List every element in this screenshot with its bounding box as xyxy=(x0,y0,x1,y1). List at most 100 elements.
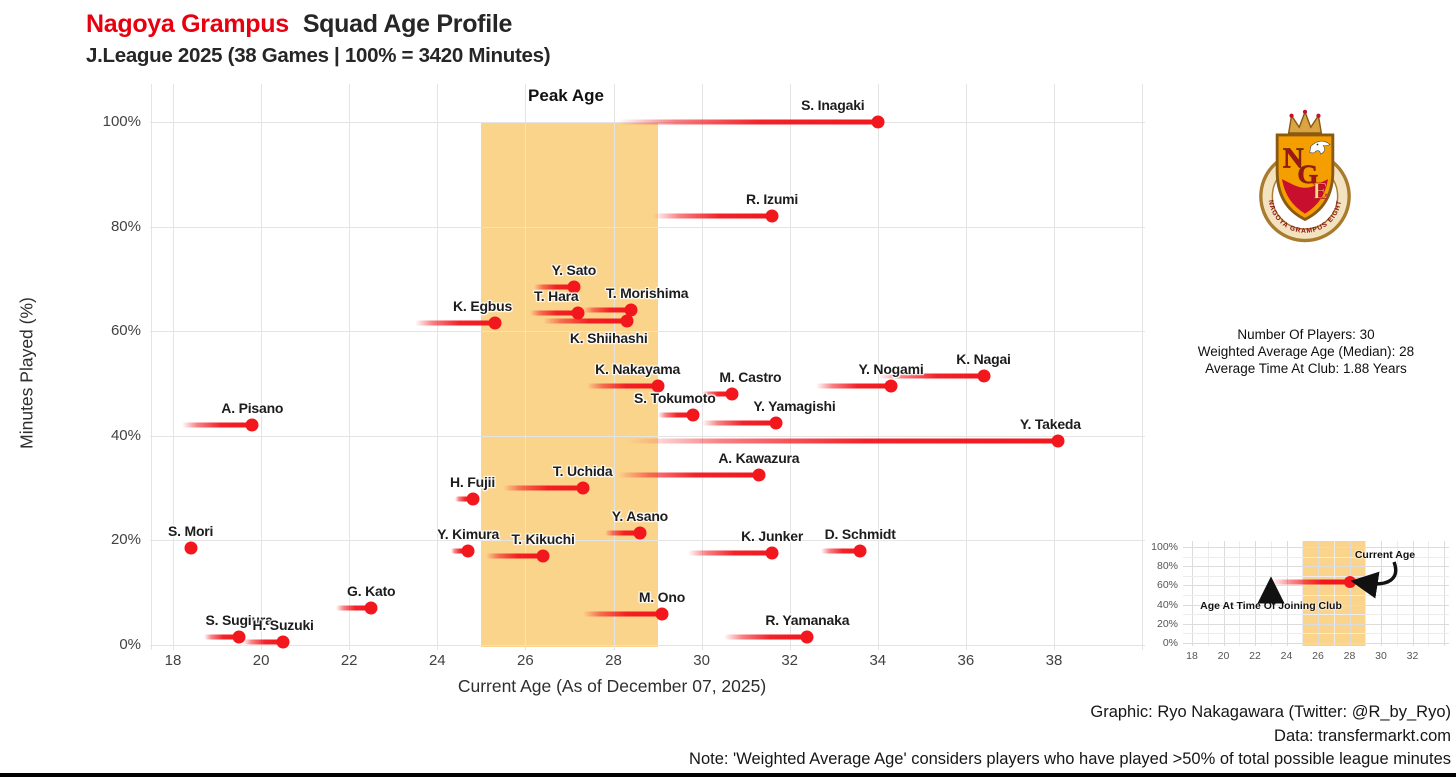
mini-gridline-vertical xyxy=(1333,541,1335,646)
player-tail xyxy=(877,373,984,379)
player-dot xyxy=(184,541,198,555)
player-label: A. Pisano xyxy=(221,400,284,417)
note-line: Note: 'Weighted Average Age' considers p… xyxy=(689,750,1451,768)
player-label: H. Suzuki xyxy=(252,617,314,634)
gridline-vertical xyxy=(1142,84,1144,650)
mini-gridline-vertical xyxy=(1412,541,1414,646)
crest-shield-red xyxy=(1281,179,1329,214)
mini-x-tick-label: 20 xyxy=(1217,650,1230,662)
player-tail xyxy=(820,548,861,554)
mini-y-tick-label: 0% xyxy=(1162,637,1178,649)
mini-example-dot xyxy=(1343,575,1356,588)
mini-gridline-vertical xyxy=(1318,541,1319,646)
player-tail xyxy=(454,496,473,502)
player-dot xyxy=(576,481,590,495)
player-dot xyxy=(633,526,647,540)
crest-orca-icon xyxy=(1309,140,1331,155)
mini-gridline-vertical xyxy=(1192,541,1193,646)
player-dot xyxy=(765,209,779,223)
x-tick-label: 38 xyxy=(1045,652,1063,669)
player-tail xyxy=(688,550,773,556)
mini-x-tick-label: 32 xyxy=(1406,650,1419,662)
player-tail xyxy=(701,391,733,397)
player-label: K. Egbus xyxy=(453,298,513,315)
stat-number-of-players: Number Of Players: 30 xyxy=(1237,327,1375,342)
player-label: S. Tokumoto xyxy=(634,389,716,406)
player-dot xyxy=(466,492,480,506)
player-dot xyxy=(1051,434,1065,448)
player-label: Y. Yamagishi xyxy=(753,397,836,414)
player-tail xyxy=(529,310,579,316)
mini-gridline-vertical xyxy=(1239,541,1241,646)
player-tail xyxy=(485,553,543,559)
player-dot xyxy=(567,280,581,294)
player-label: Y. Sato xyxy=(551,261,597,278)
mini-example-tail xyxy=(1270,579,1350,585)
mini-x-tick-label: 22 xyxy=(1249,650,1261,662)
player-dot xyxy=(871,115,885,129)
player-tail xyxy=(243,639,284,645)
crest-monogram: N G E xyxy=(1283,142,1329,203)
mini-gridline-horizontal xyxy=(1183,595,1449,596)
explainer-current-age-label: Current Age xyxy=(1354,549,1416,561)
gridline-vertical xyxy=(437,84,439,650)
mini-gridline-vertical xyxy=(1286,541,1288,646)
mini-y-tick-label: 80% xyxy=(1156,560,1178,573)
x-tick-label: 30 xyxy=(693,652,710,669)
gridline-vertical xyxy=(701,84,703,650)
svg-text:G: G xyxy=(1297,159,1318,189)
player-dot xyxy=(461,544,475,558)
player-label: Y. Asano xyxy=(611,507,669,524)
mini-gridline-horizontal xyxy=(1183,556,1449,558)
player-dot xyxy=(245,418,259,432)
player-label: S. Inagaki xyxy=(801,97,865,113)
mini-gridline-horizontal xyxy=(1183,604,1449,606)
mini-gridline-vertical xyxy=(1396,541,1398,646)
mini-x-tick-label: 24 xyxy=(1280,650,1293,662)
player-tail xyxy=(657,412,693,418)
player-dot xyxy=(752,468,766,482)
gridline-vertical xyxy=(151,84,152,650)
gridline-horizontal xyxy=(150,645,1145,646)
mini-gridline-horizontal xyxy=(1183,547,1449,548)
player-label: Y. Nogami xyxy=(858,361,924,378)
player-dot xyxy=(725,387,739,401)
y-tick-label: 60% xyxy=(110,322,141,340)
player-tail xyxy=(503,485,583,491)
player-dot xyxy=(686,408,700,422)
credit-line: Graphic: Ryo Nakagawara (Twitter: @R_by_… xyxy=(1090,703,1451,721)
player-dot xyxy=(800,630,814,644)
mini-gridline-horizontal xyxy=(1183,566,1449,568)
player-tail xyxy=(534,284,574,290)
mini-y-tick-label: 100% xyxy=(1151,541,1178,553)
player-label: M. Castro xyxy=(719,368,782,385)
player-label: A. Kawazura xyxy=(718,450,800,467)
mini-gridline-vertical xyxy=(1255,541,1256,646)
player-tail xyxy=(626,438,1059,444)
squad-stats: Number Of Players: 30 Weighted Average A… xyxy=(1160,326,1452,377)
player-label: K. Nakayama xyxy=(595,361,681,378)
player-label: K. Shiihashi xyxy=(569,329,648,346)
mini-gridline-horizontal xyxy=(1183,614,1449,616)
data-source-line: Data: transfermarkt.com xyxy=(1274,726,1451,745)
x-tick-label: 26 xyxy=(517,652,534,669)
player-tail xyxy=(604,530,640,536)
mini-gridline-vertical xyxy=(1349,541,1351,646)
y-tick-label: 100% xyxy=(102,113,141,130)
player-tail xyxy=(617,472,759,478)
chart-subtitle: J.League 2025 (38 Games | 100% = 3420 Mi… xyxy=(86,44,551,67)
stat-weighted-average-age: Weighted Average Age (Median): 28 xyxy=(1197,344,1415,359)
club-crest-logo: NAGOYA GRAMPUS EIGHT N G E xyxy=(1259,109,1351,243)
player-dot xyxy=(364,601,378,615)
player-tail xyxy=(543,318,627,324)
mini-gridline-vertical xyxy=(1381,541,1382,646)
bottom-border xyxy=(0,773,1456,777)
mini-gridline-horizontal xyxy=(1183,623,1449,625)
gridline-vertical xyxy=(173,84,174,650)
x-tick-label: 18 xyxy=(164,652,182,669)
player-label: T. Kikuchi xyxy=(511,531,575,548)
player-tail xyxy=(723,634,808,640)
explainer-joining-age-label: Age At Time Of Joining Club xyxy=(1200,600,1342,612)
